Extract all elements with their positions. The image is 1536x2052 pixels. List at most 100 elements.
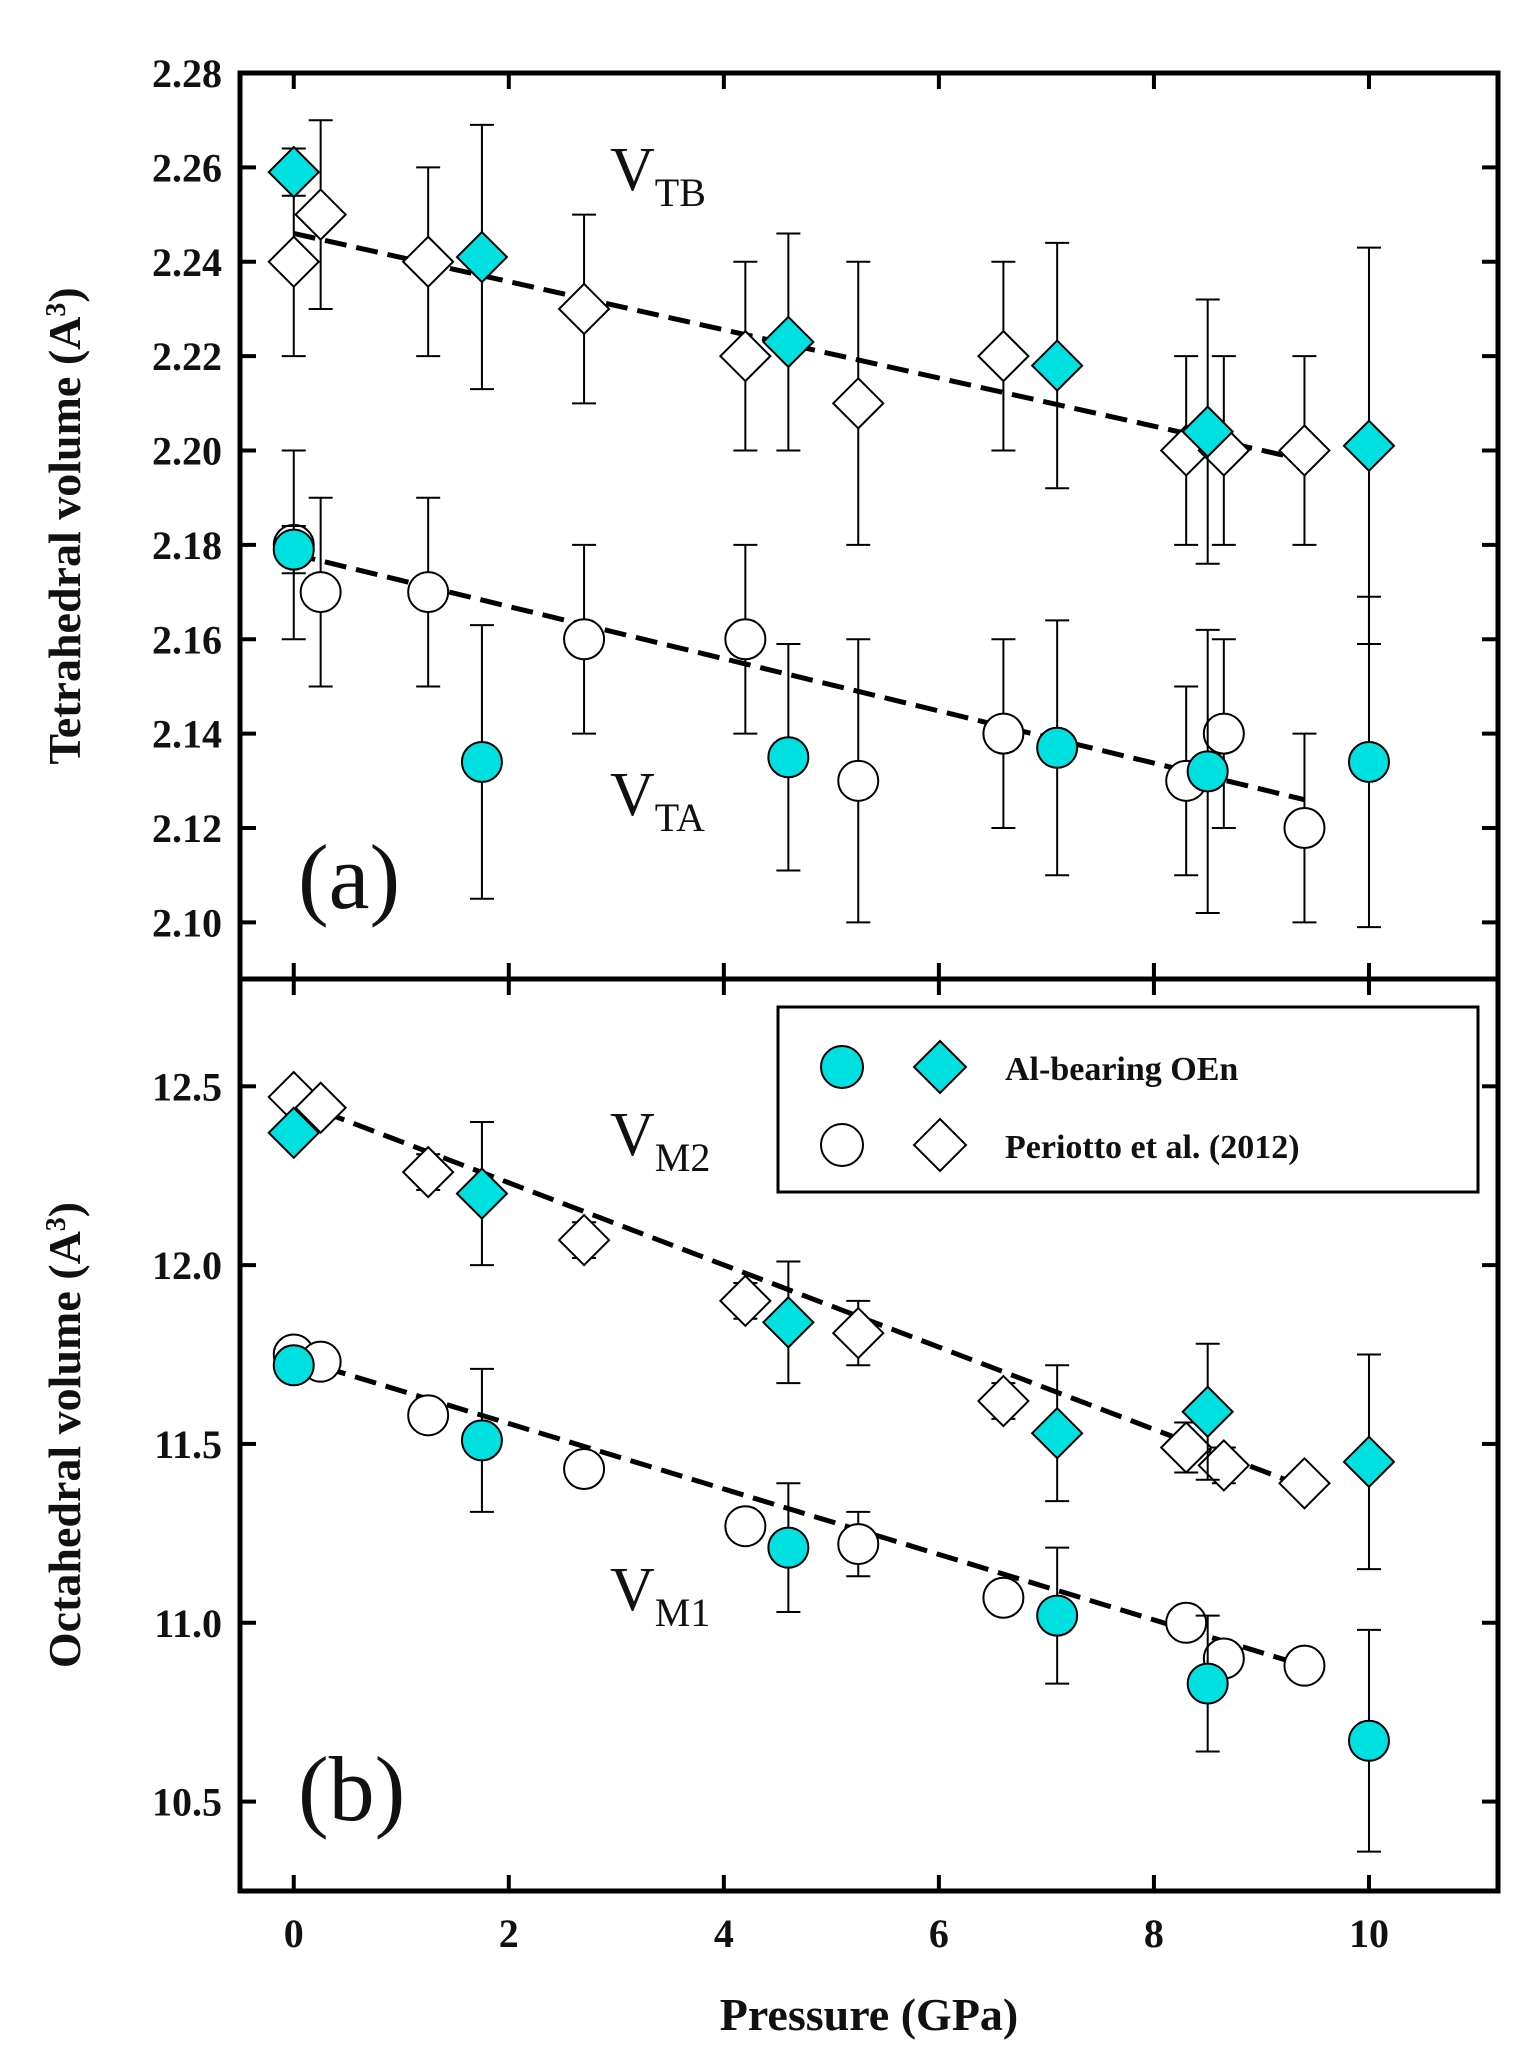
marker-diamond-filled xyxy=(1342,419,1396,473)
data-point xyxy=(831,260,885,546)
data-point xyxy=(1347,1628,1390,1853)
legend-diamond-filled xyxy=(912,1039,968,1095)
label-v-m1: VM1 xyxy=(610,1556,710,1635)
marker-circle-filled xyxy=(1186,1662,1229,1705)
marker-diamond-open xyxy=(557,282,611,336)
panel-b-markers xyxy=(267,1070,1396,1853)
legend-circle-filled xyxy=(820,1045,864,1089)
data-point xyxy=(1202,638,1245,829)
panel-a-ytick-label: 2.24 xyxy=(152,240,222,285)
marker-diamond-open xyxy=(831,376,885,430)
marker-circle-filled xyxy=(460,740,503,783)
panel-a-ytick-label: 2.10 xyxy=(152,900,222,945)
data-point xyxy=(982,638,1025,829)
data-point xyxy=(267,1106,321,1160)
label-v-tb: VTB xyxy=(610,136,706,215)
marker-circle-filled xyxy=(767,1526,810,1569)
data-point xyxy=(267,145,321,199)
panel-b-frame xyxy=(237,976,1501,1894)
panel-b-xtick-labels: 0 2 4 6 8 10 xyxy=(284,979,1389,1956)
marker-diamond-open xyxy=(1278,424,1331,477)
fit-line-v_ta-fit xyxy=(293,551,1306,803)
panel-b-xlabel: Pressure (GPa) xyxy=(720,1989,1019,2040)
panel-b-ytick-label: 11.5 xyxy=(154,1422,222,1467)
marker-diamond-filled xyxy=(761,315,815,369)
fit-line-v_m2-fit xyxy=(292,1098,1306,1490)
marker-circle-open xyxy=(407,1394,450,1437)
data-point xyxy=(407,1394,450,1437)
marker-diamond-filled xyxy=(1181,1385,1235,1439)
marker-circle-open xyxy=(837,759,880,802)
data-point xyxy=(767,642,810,872)
legend-label-al-bearing: Al-bearing OEn xyxy=(1005,1051,1238,1088)
data-point xyxy=(401,1145,455,1199)
data-point xyxy=(1030,241,1084,490)
marker-circle-open xyxy=(982,1576,1025,1619)
panel-a-ytick-label: 2.12 xyxy=(152,806,222,851)
legend-diamond-open xyxy=(912,1117,968,1173)
data-point xyxy=(837,1510,880,1578)
panel-b-label: (b) xyxy=(298,1738,405,1840)
panel-b-xtick-label: 2 xyxy=(499,1911,519,1956)
marker-circle-open xyxy=(982,712,1025,755)
marker-diamond-open xyxy=(1278,1456,1331,1510)
panel-a-ytick-label: 2.14 xyxy=(152,712,222,757)
data-point xyxy=(976,260,1030,452)
marker-diamond-open xyxy=(557,1213,611,1267)
data-point xyxy=(718,260,772,452)
panel-a-ylabel: Tetrahedral volume (A3) xyxy=(39,287,90,764)
legend-circle-open xyxy=(820,1123,864,1167)
data-point xyxy=(1030,1364,1084,1503)
marker-diamond-open xyxy=(976,1374,1030,1428)
marker-circle-filled xyxy=(1036,726,1079,769)
data-point xyxy=(976,1374,1030,1428)
panel-a: 2.10 2.12 2.14 2.16 2.18 2.20 2.22 2.24 2.26 2.28… xyxy=(39,51,1501,982)
data-point xyxy=(455,123,509,391)
panel-b-fit-lines xyxy=(292,1098,1306,1669)
label-v-m2: VM2 xyxy=(610,1101,710,1180)
marker-circle-open xyxy=(724,618,767,661)
data-point xyxy=(1347,595,1390,929)
data-point xyxy=(294,119,348,310)
marker-circle-filled xyxy=(1036,1594,1079,1637)
data-point xyxy=(724,1505,767,1548)
data-point xyxy=(1186,628,1229,914)
marker-circle-filled xyxy=(767,736,810,779)
marker-circle-filled xyxy=(1186,750,1229,793)
panel-a-ytick-label: 2.22 xyxy=(152,334,222,379)
data-point xyxy=(982,1576,1025,1619)
data-point xyxy=(272,525,315,575)
panel-b-ytick-label: 11.0 xyxy=(154,1601,222,1646)
panel-b-xtick-label: 10 xyxy=(1349,1911,1389,1956)
data-point xyxy=(1036,619,1079,877)
marker-diamond-filled xyxy=(455,1167,509,1221)
data-point xyxy=(460,1367,503,1513)
marker-diamond-filled xyxy=(1342,1435,1396,1489)
marker-circle-open xyxy=(724,1505,767,1548)
data-point xyxy=(407,496,450,688)
data-point xyxy=(299,496,342,688)
marker-diamond-filled xyxy=(761,1295,815,1349)
data-point xyxy=(1197,1438,1251,1492)
data-point xyxy=(1181,298,1235,565)
panel-a-markers xyxy=(267,119,1396,929)
marker-circle-open xyxy=(299,571,342,614)
legend: Al-bearing OEn Periotto et al. (2012) xyxy=(776,1005,1480,1194)
marker-diamond-open xyxy=(267,235,321,289)
panel-a-ytick-label: 2.18 xyxy=(152,523,222,568)
data-point xyxy=(1036,1546,1079,1685)
data-point xyxy=(1342,246,1396,645)
panel-a-ytick-labels: 2.10 2.12 2.14 2.16 2.18 2.20 2.22 2.24 2.26 2.28 xyxy=(152,51,1498,979)
data-point xyxy=(1278,1456,1331,1510)
marker-diamond-open xyxy=(718,329,772,383)
panel-b-xtick-label: 8 xyxy=(1144,1911,1164,1956)
panel-b: 10.5 11.0 11.5 12.0 12.5 0 2 4 6 8 10 Octahedral … xyxy=(39,976,1501,2040)
marker-diamond-open xyxy=(831,1306,885,1360)
marker-circle-open xyxy=(1283,1644,1326,1687)
panel-a-label: (a) xyxy=(298,826,400,928)
data-point xyxy=(401,166,455,358)
data-point xyxy=(761,1260,815,1385)
marker-circle-filled xyxy=(460,1419,503,1462)
marker-circle-open xyxy=(407,571,450,614)
legend-label-periotto: Periotto et al. (2012) xyxy=(1005,1129,1300,1166)
